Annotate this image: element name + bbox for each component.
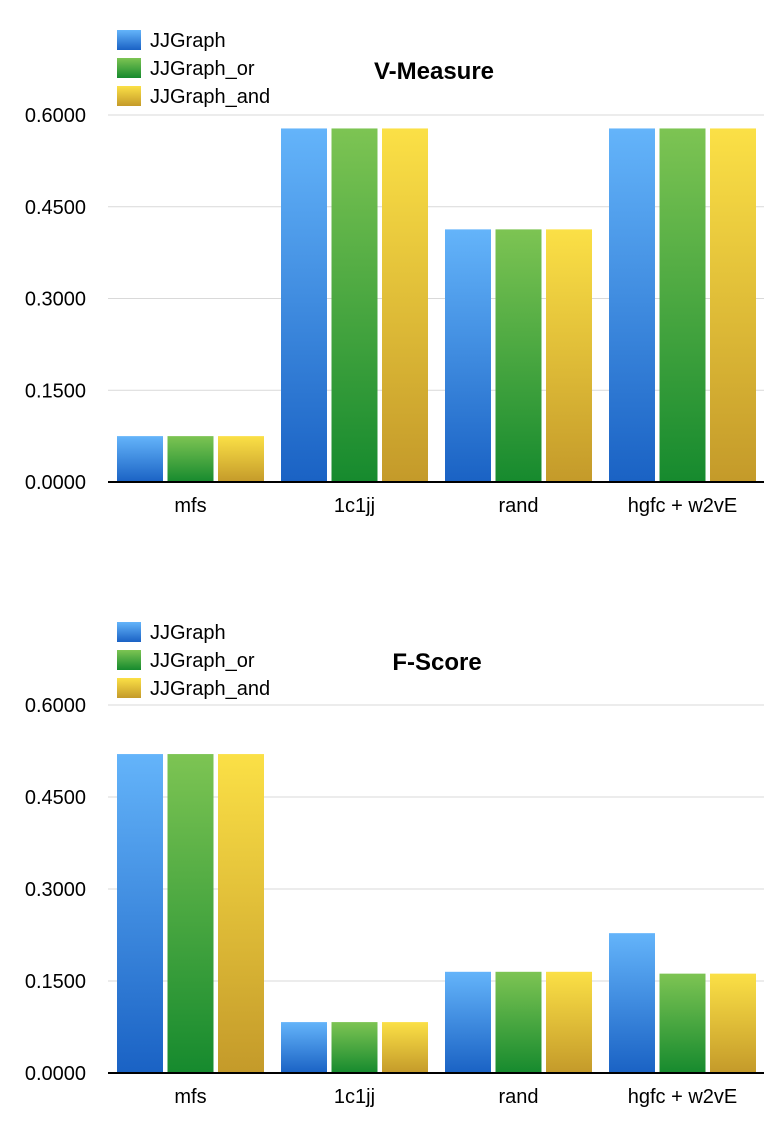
bar-jjgraph-and-4 — [710, 128, 756, 482]
bar-jjgraph-or-1 — [167, 436, 214, 482]
legend-label: JJGraph_and — [150, 678, 270, 700]
x-category-label: 1c1jj — [334, 495, 375, 517]
legend-label: JJGraph — [150, 622, 226, 644]
chart-title: F-Score — [392, 649, 481, 676]
x-category-label: mfs — [174, 1086, 206, 1108]
bar-jjgraph-3 — [445, 971, 491, 1073]
legend-swatch — [117, 622, 141, 642]
y-tick-label: 0.4500 — [25, 197, 86, 219]
legend-swatch — [117, 678, 141, 698]
y-tick-label: 0.0000 — [25, 1063, 86, 1085]
y-tick-label: 0.4500 — [25, 787, 86, 809]
legend-label: JJGraph_or — [150, 58, 255, 80]
bar-jjgraph-or-3 — [495, 971, 542, 1073]
legend-swatch — [117, 86, 141, 106]
bar-jjgraph-or-1 — [167, 754, 214, 1073]
y-tick-label: 0.6000 — [25, 105, 86, 127]
legend-swatch — [117, 58, 141, 78]
bar-jjgraph-and-2 — [382, 1022, 428, 1073]
y-tick-label: 0.6000 — [25, 695, 86, 717]
y-tick-label: 0.1500 — [25, 971, 86, 993]
bar-jjgraph-or-4 — [659, 973, 706, 1073]
bar-jjgraph-4 — [609, 128, 655, 482]
chart-panel-1: 0.0000 0.1500 0.3000 0.4500 0.6000 mfs 1c1jj ra… — [25, 30, 764, 517]
bar-jjgraph-1 — [117, 436, 163, 482]
bar-jjgraph-or-3 — [495, 229, 542, 482]
x-category-label: 1c1jj — [334, 1086, 375, 1108]
bar-jjgraph-and-3 — [546, 229, 592, 482]
bar-jjgraph-1 — [117, 754, 163, 1073]
x-category-label: mfs — [174, 495, 206, 517]
y-tick-label: 0.3000 — [25, 289, 86, 311]
bar-jjgraph-4 — [609, 933, 655, 1073]
x-category-label: rand — [498, 495, 538, 517]
chart-panel-2: 0.0000 0.1500 0.3000 0.4500 0.6000 mfs 1c1jj ra… — [25, 622, 764, 1108]
bar-jjgraph-and-1 — [218, 754, 264, 1073]
legend-swatch — [117, 30, 141, 50]
y-tick-label: 0.1500 — [25, 380, 86, 402]
bar-jjgraph-and-1 — [218, 436, 264, 482]
bar-jjgraph-2 — [281, 128, 327, 482]
bar-jjgraph-2 — [281, 1022, 327, 1073]
y-tick-label: 0.3000 — [25, 879, 86, 901]
bar-jjgraph-and-2 — [382, 128, 428, 482]
legend-label: JJGraph_and — [150, 86, 270, 108]
legend-swatch — [117, 650, 141, 670]
chart-title: V-Measure — [374, 58, 494, 85]
x-category-label: hgfc + w2vE — [628, 1086, 738, 1108]
bar-jjgraph-or-2 — [331, 1022, 378, 1073]
bar-jjgraph-and-3 — [546, 971, 592, 1073]
legend-label: JJGraph — [150, 30, 226, 52]
bar-jjgraph-or-2 — [331, 128, 378, 482]
bar-jjgraph-3 — [445, 229, 491, 482]
legend-label: JJGraph_or — [150, 650, 255, 672]
x-category-label: hgfc + w2vE — [628, 495, 738, 517]
bar-jjgraph-or-4 — [659, 128, 706, 482]
x-category-label: rand — [498, 1086, 538, 1108]
y-tick-label: 0.0000 — [25, 472, 86, 494]
bar-jjgraph-and-4 — [710, 973, 756, 1073]
